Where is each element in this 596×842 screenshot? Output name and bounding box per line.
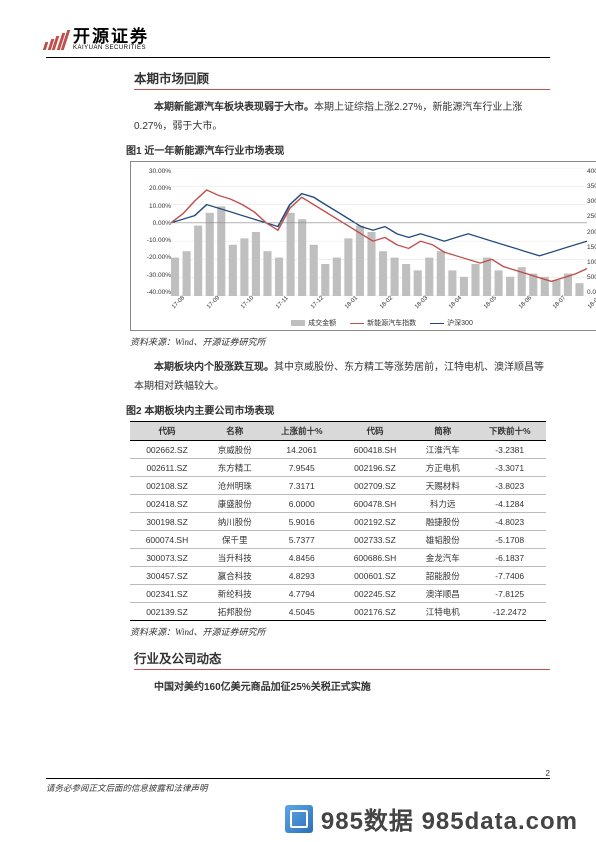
table-header: 下跌前十% xyxy=(473,422,546,441)
watermark-text: 985数据 985data.com xyxy=(321,801,578,836)
page-number: 2 xyxy=(546,769,550,778)
fig2-source: 资料来源：Wind、开源证券研究所 xyxy=(46,625,550,638)
para-3: 中国对美约160亿美元商品加征25%关税正式实施 xyxy=(134,678,550,697)
table-row: 002662.SZ京威股份14.2061600418.SH江淮汽车-3.2381 xyxy=(130,441,546,459)
table-row: 300073.SZ当升科技4.8456600686.SH金龙汽车-6.1837 xyxy=(130,549,546,567)
fig2-caption: 图2 本期板块内主要公司市场表现 xyxy=(42,402,550,417)
table-row: 002418.SZ康盛股份6.0000600478.SH科力远-4.1284 xyxy=(130,495,546,513)
watermark-icon xyxy=(285,805,313,833)
table-header: 名称 xyxy=(204,422,265,441)
table-header: 代码 xyxy=(130,422,204,441)
para1-bold: 本期新能源汽车板块表现弱于大市。 xyxy=(154,102,314,113)
section-title-2: 行业及公司动态 xyxy=(134,648,550,670)
fig1-source: 资料来源：Wind、开源证券研究所 xyxy=(46,335,550,348)
table-header: 简称 xyxy=(412,422,473,441)
footer-disclaimer: 请务必参阅正文后面的信息披露和法律声明 xyxy=(46,778,550,794)
logo-en: KAIYUAN SECURITIES xyxy=(73,45,149,51)
para-1: 本期新能源汽车板块表现弱于大市。本期上证综指上涨2.27%，新能源汽车行业上涨0… xyxy=(134,98,550,136)
table-header: 代码 xyxy=(338,422,412,441)
para-2: 本期板块内个股涨跌互现。其中京威股份、东方精工等涨势居前，江特电机、澳洋顺昌等本… xyxy=(134,358,550,396)
table-header: 上涨前十% xyxy=(265,422,338,441)
chart-svg xyxy=(171,168,587,296)
fig2-table: 代码名称上涨前十%代码简称下跌前十% 002662.SZ京威股份14.20616… xyxy=(130,421,546,621)
fig1-caption: 图1 近一年新能源汽车行业市场表现 xyxy=(42,142,550,157)
table-row: 600074.SH保千里5.7377002733.SZ雄韬股份-5.1708 xyxy=(130,531,546,549)
logo-mark xyxy=(43,30,70,50)
header-logo: 开源证券 KAIYUAN SECURITIES xyxy=(46,28,550,58)
section-title-1: 本期市场回顾 xyxy=(134,68,550,90)
table-row: 300198.SZ纳川股份5.9016002192.SZ融捷股份-4.8023 xyxy=(130,513,546,531)
axis-y-right: 40000.0035000.0030000.0025000.0020000.00… xyxy=(587,168,596,296)
watermark: 985数据 985data.com xyxy=(285,801,578,836)
table-row: 002139.SZ拓邦股份4.5045002176.SZ江特电机-12.2472 xyxy=(130,603,546,621)
para2-bold: 本期板块内个股涨跌互现。 xyxy=(154,362,274,373)
chart-legend: 成交金额新能源汽车指数沪深300 xyxy=(131,318,596,328)
axis-x: 17-0817-0917-1017-1117-1218-0118-0218-03… xyxy=(171,306,587,312)
table-row: 002108.SZ沧州明珠7.3171002709.SZ天赐材料-3.8023 xyxy=(130,477,546,495)
table-row: 300457.SZ赢合科技4.8293000601.SZ韶能股份-7.7406 xyxy=(130,567,546,585)
table-row: 002611.SZ东方精工7.9545002196.SZ方正电机-3.3071 xyxy=(130,459,546,477)
axis-y-left: 30.00%20.00%10.00%0.00%-10.00%-20.00%-30… xyxy=(135,168,171,296)
logo-cn: 开源证券 xyxy=(73,28,149,45)
table-row: 002341.SZ新纶科技4.7794002245.SZ澳洋顺昌-7.8125 xyxy=(130,585,546,603)
fig1-chart: 30.00%20.00%10.00%0.00%-10.00%-20.00%-30… xyxy=(130,161,596,331)
